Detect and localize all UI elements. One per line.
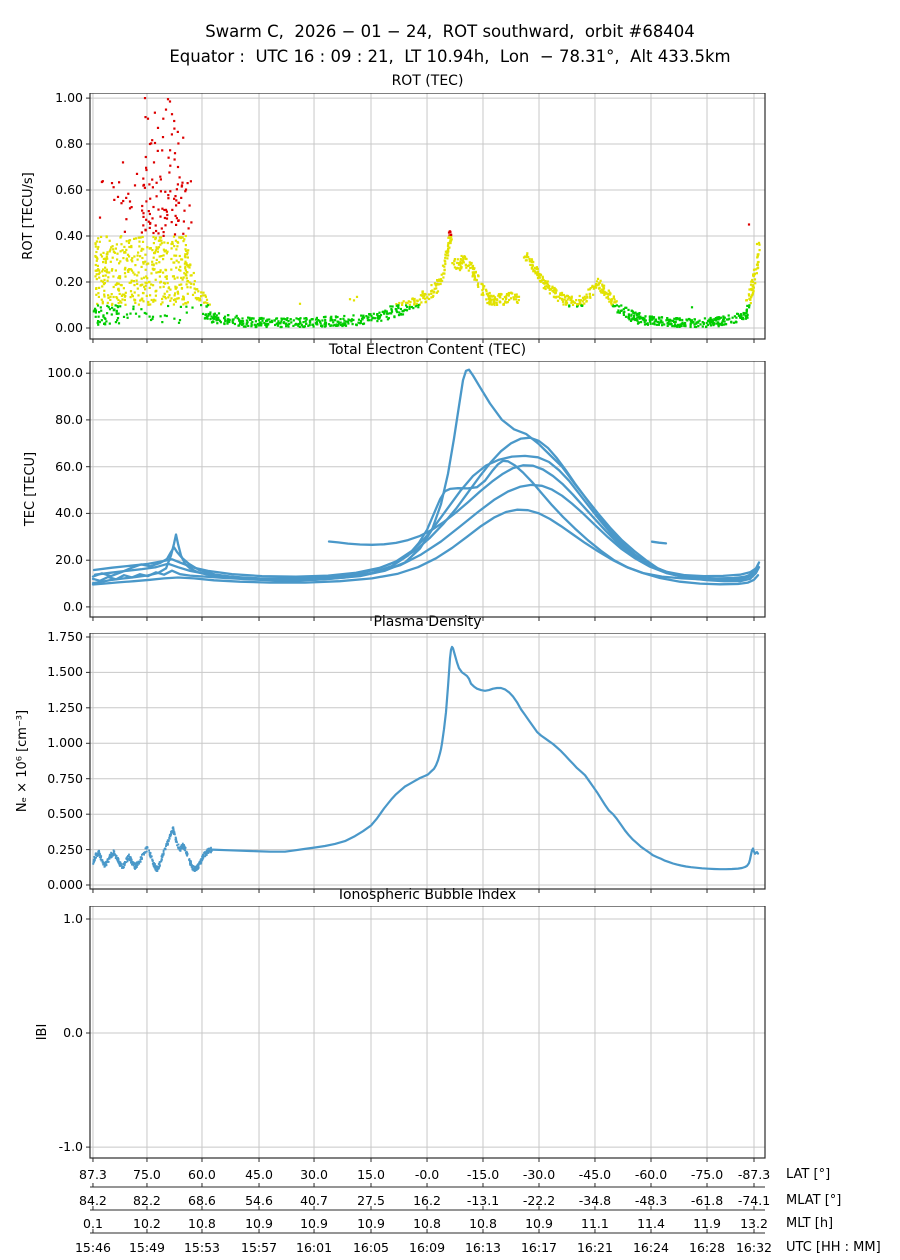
tec-plot-canvas	[86, 361, 766, 621]
x-tick-label: 15:49	[128, 1240, 165, 1255]
x-tick-label: 10.2	[133, 1216, 161, 1231]
x-tick-label: -87.3	[737, 1167, 771, 1182]
x-tick-label: 84.2	[79, 1193, 107, 1208]
x-tick-label: 15:46	[74, 1240, 111, 1255]
x-tick-label: 16:13	[464, 1240, 501, 1255]
y-tick-label: 1.0	[63, 910, 83, 926]
x-tick-label: 16:05	[352, 1240, 390, 1255]
y-tick-label: 1.000	[47, 735, 83, 751]
x-tick-label: -61.8	[690, 1193, 724, 1208]
x-tick-label: 16:24	[632, 1240, 669, 1255]
x-tick-label: -48.3	[634, 1193, 668, 1208]
x-tick-label: 10.9	[525, 1216, 553, 1231]
y-tick-label: 1.250	[47, 699, 83, 715]
y-tick-label: 80.0	[55, 411, 83, 427]
y-tick-label: 0.0	[63, 1025, 83, 1041]
y-tick-label: 0.60	[55, 182, 83, 198]
x-tick-label: -74.1	[737, 1193, 771, 1208]
x-tick-label: -15.0	[466, 1167, 500, 1182]
axis-row-line-1	[90, 1183, 765, 1188]
y-tick-label: 20.0	[55, 552, 83, 568]
x-tick-label: 16.2	[413, 1193, 441, 1208]
x-tick-label: 10.9	[300, 1216, 328, 1231]
x-tick-label: -60.0	[634, 1167, 668, 1182]
main-title: Swarm C, 2026 − 01 − 24, ROT southward, …	[205, 22, 695, 41]
x-tick-label: 15.0	[357, 1167, 385, 1182]
rot-plot-canvas	[86, 93, 766, 343]
x-tick-label: 11.9	[693, 1216, 721, 1231]
y-tick-label: 0.40	[55, 228, 83, 243]
y-tick-label: 40.0	[55, 505, 83, 521]
ne-y-axis-label: Nₑ × 10⁶ [cm⁻³]	[15, 709, 30, 813]
axis-row-line-2	[90, 1206, 765, 1211]
x-tick-label: 13.2	[740, 1216, 768, 1231]
x-tick-label: 45.0	[245, 1167, 273, 1182]
y-tick-label: 0.00	[55, 319, 83, 335]
x-tick-label: 16:17	[520, 1240, 558, 1255]
x-tick-label: 15:57	[241, 1240, 278, 1255]
y-tick-label: -1.0	[58, 1139, 83, 1155]
tec-panel-title: Total Electron Content (TEC)	[328, 342, 527, 358]
x-tick-label: 27.5	[357, 1193, 385, 1208]
x-tick-label: -22.2	[522, 1193, 556, 1208]
x-tick-label: 40.7	[300, 1193, 328, 1208]
x-tick-label: -75.0	[690, 1167, 724, 1182]
x-tick-label: 16:32	[735, 1240, 772, 1255]
mlt-axis-name: MLT [h]	[786, 1216, 834, 1231]
x-tick-label: 15:53	[183, 1240, 220, 1255]
utc-axis-name: UTC [HH : MM]	[786, 1240, 881, 1255]
mlat-axis-name: MLAT [°]	[786, 1193, 842, 1208]
y-tick-label: 0.750	[47, 770, 83, 786]
x-tick-label: 16:09	[409, 1240, 446, 1255]
x-tick-label: 87.3	[79, 1167, 107, 1182]
x-tick-label: 10.8	[469, 1216, 497, 1231]
subtitle: Equator : UTC 16 : 09 : 21, LT 10.94h, L…	[169, 47, 731, 66]
tec-y-axis-label: TEC [TECU]	[23, 451, 38, 527]
y-tick-label: 0.250	[47, 841, 83, 857]
x-tick-label: 60.0	[188, 1167, 216, 1182]
x-tick-label: 16:28	[689, 1240, 726, 1255]
x-tick-label: -45.0	[578, 1167, 612, 1182]
y-tick-label: 0.80	[55, 136, 83, 152]
x-tick-label: 10.9	[245, 1216, 273, 1231]
y-tick-label: 0.20	[55, 273, 83, 289]
x-tick-label: -0.0	[414, 1167, 440, 1182]
rot-y-axis-label: ROT [TECU/s]	[21, 172, 36, 260]
ne-plot-canvas	[86, 633, 766, 893]
ibi-plot-canvas	[86, 906, 766, 1162]
x-tick-label: 16:21	[576, 1240, 613, 1255]
x-tick-label: 11.1	[581, 1216, 609, 1231]
y-tick-label: 1.500	[47, 664, 83, 680]
axis-row-line-3	[90, 1229, 765, 1234]
x-tick-label: 54.6	[245, 1193, 273, 1208]
ibi-panel-title: Ionospheric Bubble Index	[338, 887, 517, 903]
x-tick-label: -13.1	[466, 1193, 500, 1208]
x-tick-label: 16:01	[296, 1240, 333, 1255]
y-tick-label: 0.0	[63, 598, 83, 614]
x-tick-label: -30.0	[522, 1167, 556, 1182]
x-tick-label: 11.4	[637, 1216, 665, 1231]
x-tick-label: 30.0	[300, 1167, 328, 1182]
x-tick-label: -34.8	[578, 1193, 612, 1208]
y-tick-label: 100.0	[47, 365, 83, 381]
ne-panel-title: Plasma Density	[373, 614, 482, 630]
x-tick-label: 68.6	[188, 1193, 216, 1208]
x-tick-label: 82.2	[133, 1193, 161, 1208]
y-tick-label: 1.00	[55, 90, 83, 106]
rot-panel-title: ROT (TEC)	[391, 73, 464, 89]
x-tick-label: 10.8	[413, 1216, 441, 1231]
lat-axis-name: LAT [°]	[786, 1167, 831, 1182]
y-tick-label: 1.750	[47, 628, 83, 644]
y-tick-label: 60.0	[55, 458, 83, 474]
y-tick-label: 0.500	[47, 806, 83, 822]
x-tick-label: 0.1	[83, 1216, 103, 1231]
x-tick-label: 75.0	[133, 1167, 161, 1182]
x-tick-label: 10.8	[188, 1216, 216, 1231]
x-tick-label: 10.9	[357, 1216, 385, 1231]
y-tick-label: 0.000	[47, 877, 83, 893]
